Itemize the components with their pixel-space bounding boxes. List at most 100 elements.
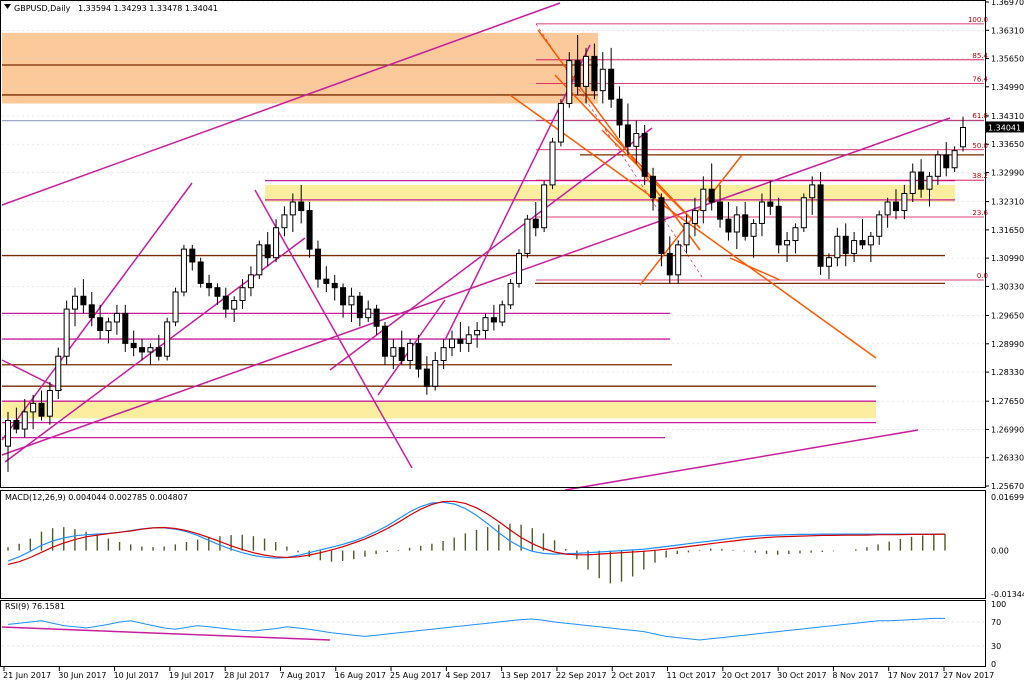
- candle-body: [599, 68, 606, 92]
- candle-body: [733, 214, 740, 233]
- candle-body: [742, 214, 749, 237]
- rsi-lines: [1, 617, 984, 647]
- price-tick-label: 1.34990: [991, 83, 1024, 92]
- ohlc-values: 1.33594 1.34293 1.33478 1.34041: [78, 4, 218, 13]
- candle-body: [482, 317, 489, 332]
- magenta-trend-line: [1, 359, 63, 391]
- time-tick-label: 25 Aug 2017: [390, 671, 441, 680]
- orange-trend-line: [509, 94, 877, 359]
- rsi-pane[interactable]: RSI(9) 76.1581: [1, 602, 984, 647]
- price-tick-label: 1.26330: [991, 454, 1024, 463]
- magenta-trend-line: [564, 429, 919, 491]
- candle-body: [490, 317, 497, 323]
- macd-pane[interactable]: MACD(12,26,9) 0.004044 0.002785 0.004807: [5, 493, 946, 584]
- price-grid: [2, 1, 984, 487]
- price-tick-label: 1.27650: [991, 397, 1024, 406]
- candle-body: [331, 282, 338, 289]
- candle-body: [825, 257, 832, 267]
- candle-body: [130, 342, 137, 349]
- candle-body: [549, 141, 556, 186]
- candle-body: [113, 312, 120, 323]
- candle-body: [264, 244, 271, 259]
- candle-body: [298, 201, 305, 212]
- candle-body: [834, 235, 841, 259]
- time-tick-label: 16 Aug 2017: [335, 671, 386, 680]
- rsi-tick-label: 100: [991, 600, 1006, 609]
- time-tick-label: 19 Jul 2017: [169, 671, 214, 680]
- candle-body: [289, 201, 296, 216]
- candle-body: [222, 295, 229, 310]
- candle-body: [784, 240, 791, 246]
- price-tick-label: 1.34310: [991, 112, 1024, 121]
- time-tick-label: 27 Nov 2017: [943, 671, 994, 680]
- macd-tick-label: 0.00: [991, 547, 1009, 556]
- candle-body: [373, 308, 380, 327]
- candle-body: [867, 235, 874, 246]
- time-tick-label: 22 Sep 2017: [556, 671, 607, 680]
- fib-level-label: 100.0: [968, 16, 988, 24]
- candle-body: [892, 201, 899, 212]
- candle-body: [608, 68, 615, 100]
- rsi-trend-line: [1, 626, 331, 641]
- candle-body: [532, 218, 539, 229]
- candle-body: [557, 103, 564, 143]
- candle-body: [440, 347, 447, 362]
- magenta-trend-line: [4, 237, 306, 463]
- candle-body: [792, 227, 799, 242]
- candle-body: [46, 389, 53, 417]
- candle-body: [725, 218, 732, 233]
- current-price-tag: 1.34041: [985, 121, 1024, 133]
- candle-body: [239, 287, 246, 302]
- magenta-trend-line: [1, 2, 561, 206]
- candle-body: [583, 55, 590, 87]
- fib-level-label: 76.4: [972, 75, 988, 83]
- candle-body: [691, 210, 698, 224]
- candle-body: [624, 124, 631, 147]
- candle-body: [281, 214, 288, 229]
- candle-body: [348, 295, 355, 306]
- magenta-trend-line: [444, 44, 591, 341]
- candle-body: [524, 218, 531, 254]
- time-tick-label: 13 Sep 2017: [501, 671, 552, 680]
- fib-level-label: 50.0: [972, 142, 988, 150]
- price-tick-label: 1.33650: [991, 140, 1024, 149]
- macd-tick-label: -0.013446: [991, 590, 1024, 599]
- macd-axis: 0.016993 0.00 -0.013446: [991, 493, 1024, 599]
- candle-body: [918, 171, 925, 190]
- candle-body: [800, 197, 807, 229]
- candle-body: [507, 282, 514, 306]
- candle-body: [423, 368, 430, 387]
- orange-trend-line: [729, 257, 781, 281]
- candle-body: [909, 171, 916, 194]
- price-tick-label: 1.32990: [991, 168, 1024, 177]
- candle-body: [164, 321, 171, 357]
- candle-body: [180, 248, 187, 293]
- price-pane[interactable]: 100.0 85.4 76.4 61.8 50.0 38.2 23.6 0.0 GBPUSD,…: [1, 1, 989, 491]
- magenta-trend-line: [1, 182, 193, 441]
- candle-body: [934, 154, 941, 177]
- trend-lines[interactable]: [1, 2, 951, 491]
- time-tick-label: 21 Jun 2017: [3, 671, 51, 680]
- candle-body: [38, 402, 45, 417]
- time-tick-label: 11 Oct 2017: [667, 671, 716, 680]
- candle-body: [415, 342, 422, 370]
- candle-body: [197, 261, 204, 284]
- candle-body: [566, 60, 573, 105]
- price-tick-label: 1.31650: [991, 226, 1024, 235]
- magenta-trend-line: [1, 117, 951, 456]
- price-tick-label: 1.29650: [991, 312, 1024, 321]
- candle-body: [206, 282, 213, 289]
- candle-body: [616, 98, 623, 126]
- candles: [4, 34, 967, 472]
- collapse-triangle-icon[interactable]: [4, 4, 11, 9]
- candle-body: [842, 235, 849, 254]
- candle-body: [97, 317, 104, 332]
- macd-tick-label: 0.016993: [991, 493, 1024, 502]
- candle-body: [55, 355, 62, 391]
- time-tick-label: 7 Aug 2017: [279, 671, 325, 680]
- fib-level-label: 0.0: [977, 272, 988, 280]
- time-tick-label: 8 Nov 2017: [832, 671, 878, 680]
- horizontal-lines[interactable]: [2, 64, 984, 439]
